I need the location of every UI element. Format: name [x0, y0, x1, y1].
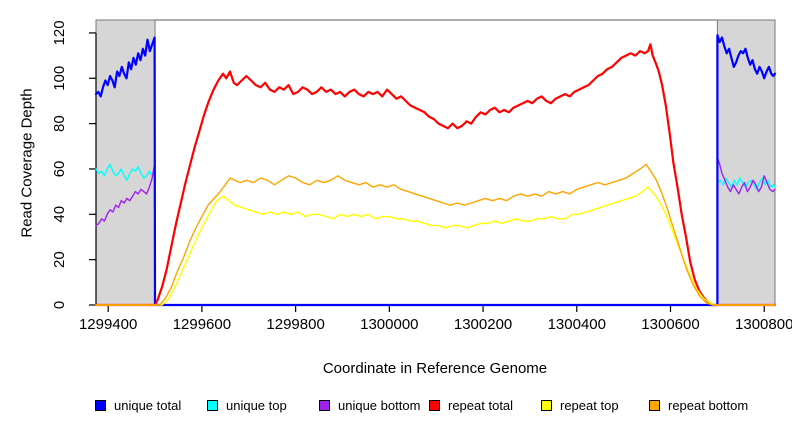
x-tick-label: 1300600 [641, 316, 699, 333]
y-tick-label: 100 [51, 66, 68, 91]
x-tick-label: 1299400 [79, 316, 137, 333]
repeat-top-swatch-icon [541, 399, 552, 411]
legend-item-unique-total: unique total [95, 397, 181, 413]
repeat-bottom-swatch-icon [649, 399, 660, 411]
unique-bottom-swatch-icon [319, 399, 330, 411]
y-tick-label: 20 [51, 251, 68, 268]
legend-label: repeat bottom [668, 397, 749, 413]
unique-total-swatch-icon [95, 399, 106, 411]
legend-label: repeat total [448, 397, 514, 413]
x-tick-label: 1299600 [173, 316, 231, 333]
legend-item-unique-bottom: unique bottom [319, 397, 420, 413]
y-tick-label: 80 [51, 115, 68, 132]
series-unique-total [94, 34, 777, 307]
x-tick-label: 1300400 [548, 316, 606, 333]
x-axis-title: Coordinate in Reference Genome [322, 360, 548, 377]
series-repeat-top [95, 186, 776, 306]
legend-label: unique total [114, 397, 182, 413]
repeat-total-swatch-icon [429, 399, 440, 411]
y-tick-label: 60 [51, 161, 68, 178]
series-repeat-bottom [95, 163, 776, 306]
legend-label: repeat top [560, 397, 619, 413]
x-tick-label: 1300800 [735, 316, 792, 333]
series-repeat-total [94, 43, 777, 307]
shaded-region [95, 19, 156, 306]
x-tick-label: 1299800 [266, 316, 324, 333]
unique-top-swatch-icon [207, 399, 218, 411]
legend-item-unique-top: unique top [207, 397, 287, 413]
y-axis-title: Read Coverage Depth [18, 88, 36, 238]
legend-label: unique bottom [338, 397, 421, 413]
y-tick-label: 120 [51, 20, 68, 45]
x-tick-label: 1300200 [454, 316, 512, 333]
legend-label: unique top [226, 397, 287, 413]
x-tick-label: 1300000 [360, 316, 418, 333]
legend-item-repeat-bottom: repeat bottom [649, 397, 748, 413]
legend: unique total unique top unique bottom re… [0, 397, 792, 417]
shaded-region [716, 19, 776, 306]
legend-item-repeat-total: repeat total [429, 397, 513, 413]
legend-item-repeat-top: repeat top [541, 397, 619, 413]
y-tick-label: 40 [51, 206, 68, 223]
y-tick-label: 0 [51, 301, 68, 309]
